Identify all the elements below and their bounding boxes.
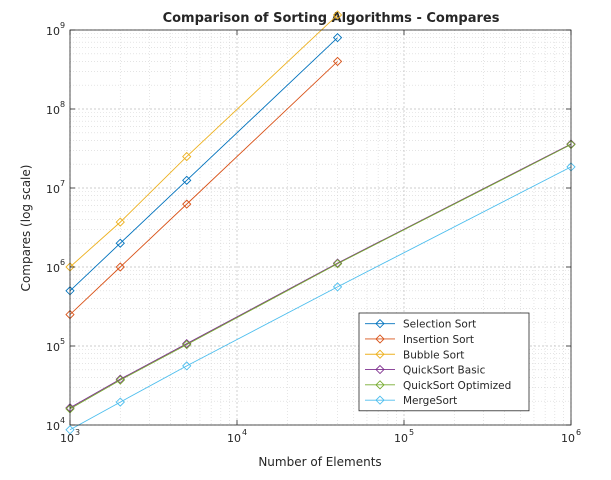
data-point-insertion-sort [115,262,125,272]
series-layer [65,10,576,435]
legend-swatch-marker [375,395,385,405]
data-point-bubble-sort [115,217,125,227]
plot-frame [69,29,572,426]
data-point-mergesort [115,397,125,407]
legend-swatch-marker [375,334,385,344]
x-tick-base: 10 [561,432,575,445]
legend-label: MergeSort [403,395,457,407]
data-point-bubble-sort [332,10,343,20]
series-bubble-sort [65,10,343,272]
y-tick-base: 10 [46,262,60,275]
y-tick-base: 10 [46,25,60,38]
series-line-insertion-sort [69,61,338,315]
x-tick-label: 10 4 [227,428,247,445]
series-line-bubble-sort [69,14,338,268]
legend-item: Insertion Sort [365,334,474,346]
x-tick-exponent: 6 [576,428,581,437]
data-point-insertion-sort [332,56,343,67]
legend-item: Bubble Sort [365,349,464,361]
y-axis-label: Compares (log scale) [19,165,33,292]
x-tick-exponent: 4 [242,428,247,437]
data-point-quicksort-optimized [115,375,125,385]
legend-label: Insertion Sort [403,334,474,346]
x-tick-base: 10 [227,432,241,445]
data-point-quicksort-optimized [332,259,343,269]
y-tick-exponent: 9 [60,21,65,30]
data-point-mergesort [332,282,343,292]
series-line-quicksort-basic [69,143,572,409]
y-tick-label: 10 9 [46,21,65,38]
data-point-quicksort-basic [182,339,192,349]
data-point-mergesort [65,425,75,435]
series-mergesort [65,162,576,435]
data-point-bubble-sort [182,151,192,162]
legend-item: QuickSort Basic [365,365,486,377]
y-tick-label: 10 4 [46,416,65,433]
data-point-selection-sort [182,175,192,185]
series-line-mergesort [69,166,572,431]
y-tick-base: 10 [46,104,60,117]
legend-label: Selection Sort [403,319,476,331]
x-tick-exponent: 5 [409,428,414,437]
data-point-mergesort [182,361,192,371]
legend-swatch-marker [375,364,385,375]
y-tick-label: 10 8 [46,100,65,117]
x-axis-label: Number of Elements [258,455,381,469]
series-insertion-sort [65,56,343,320]
legend-swatch-marker [375,380,385,390]
x-axis-ticks: 10 3 10 4 10 5 10 6 [60,30,581,445]
legend: Selection Sort Insertion Sort Bubble Sort Q… [358,312,530,412]
legend-swatch-marker [375,319,385,329]
legend-item: Selection Sort [365,319,476,331]
y-tick-exponent: 5 [60,337,65,346]
y-tick-label: 10 6 [46,258,65,275]
legend-item: MergeSort [365,395,457,407]
series-line-selection-sort [69,37,338,292]
y-tick-exponent: 8 [60,100,65,109]
y-tick-label: 10 7 [46,179,65,196]
y-tick-exponent: 6 [60,258,65,267]
data-point-selection-sort [332,33,343,43]
y-tick-exponent: 4 [60,416,65,425]
x-tick-base: 10 [60,432,74,445]
y-tick-exponent: 7 [60,179,65,188]
data-point-selection-sort [115,238,125,248]
x-tick-exponent: 3 [75,428,80,437]
series-line-quicksort-optimized [69,144,572,410]
x-tick-label: 10 3 [60,428,80,445]
data-point-insertion-sort [182,199,192,209]
data-point-quicksort-optimized [182,340,192,350]
x-tick-label: 10 6 [561,428,581,445]
data-point-quicksort-basic [115,374,125,384]
legend-swatch-marker [375,349,385,359]
x-tick-base: 10 [394,432,408,445]
legend-box [358,312,530,412]
legend-label: Bubble Sort [403,349,464,361]
minor-grid [70,30,571,425]
y-tick-base: 10 [46,420,60,433]
legend-label: QuickSort Basic [403,365,486,377]
y-tick-base: 10 [46,183,60,196]
legend-item: QuickSort Optimized [365,380,511,392]
legend-label: QuickSort Optimized [403,380,511,392]
y-tick-label: 10 5 [46,337,65,354]
y-tick-base: 10 [46,341,60,354]
chart-title: Comparison of Sorting Algorithms - Compa… [163,11,500,26]
x-tick-label: 10 5 [394,428,414,445]
